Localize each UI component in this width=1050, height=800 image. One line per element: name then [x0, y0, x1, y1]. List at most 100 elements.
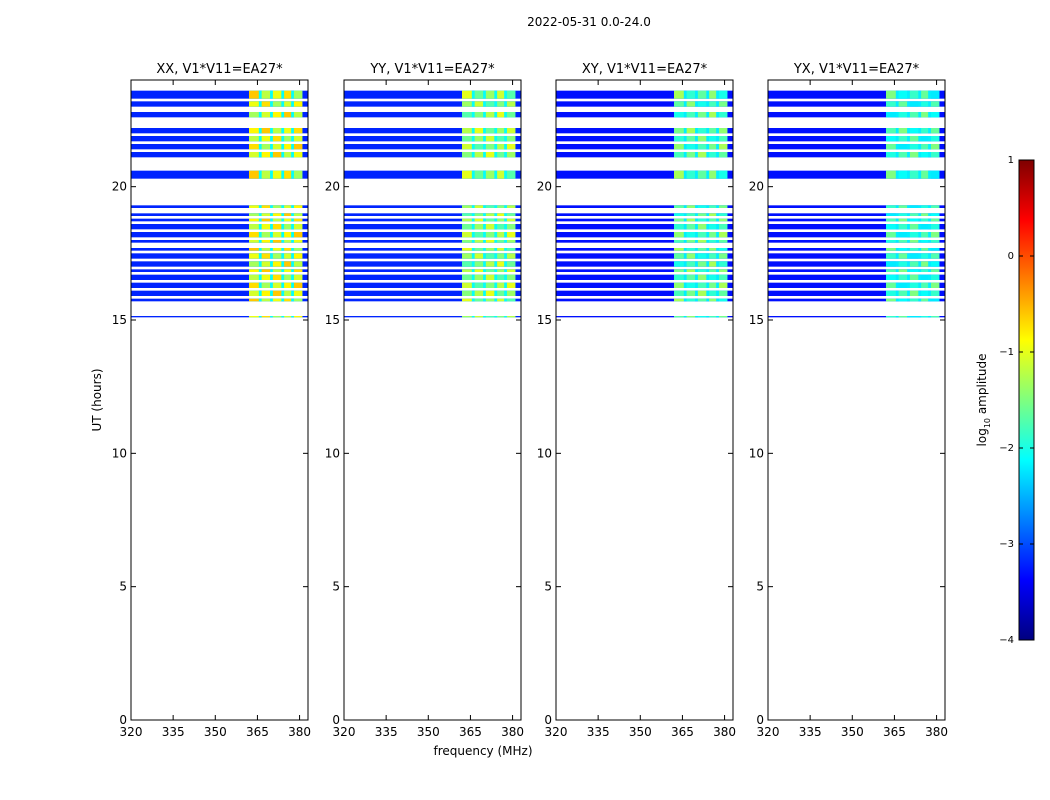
x-tick-label: 335 [799, 725, 822, 739]
heat-cell [709, 298, 717, 302]
heat-cell [898, 112, 908, 118]
heat-cell [462, 240, 472, 243]
heat-cell [718, 298, 728, 302]
heat-cell [284, 261, 292, 267]
heat-cell [930, 205, 940, 208]
colorbar-tick-label: 0 [1008, 251, 1014, 262]
heat-band-low [344, 240, 521, 243]
heat-cell [497, 128, 505, 134]
heat-cell [697, 253, 707, 259]
heat-cell [709, 274, 717, 280]
heat-cell [718, 290, 728, 296]
heat-cell [261, 144, 271, 150]
heat-cell [718, 152, 728, 158]
heat-cell [261, 170, 271, 179]
heat-band-low [131, 170, 308, 179]
heat-cell [474, 316, 484, 318]
heat-cell [249, 261, 259, 267]
heat-cell [697, 112, 707, 118]
heat-cell [674, 170, 684, 179]
y-tick-label: 0 [332, 713, 340, 727]
x-tick-label: 320 [120, 725, 143, 739]
heat-cell [293, 224, 303, 230]
heat-cell [921, 152, 929, 158]
heat-cell [898, 232, 908, 238]
heat-cell [697, 170, 707, 179]
heat-cell [886, 274, 896, 280]
heat-cell [718, 128, 728, 134]
heat-cell [462, 101, 472, 107]
heat-band-low [344, 298, 521, 302]
heat-cell [284, 253, 292, 259]
heat-cell [249, 170, 259, 179]
heat-cell [249, 101, 259, 107]
heat-cell [485, 90, 495, 99]
heat-cell [272, 90, 282, 99]
heat-cell [674, 224, 684, 230]
heat-cell [697, 261, 707, 267]
heat-band-low [556, 144, 733, 150]
heat-cell [898, 282, 908, 288]
heat-cell [886, 290, 896, 296]
heat-cell [898, 170, 908, 179]
heat-cell [718, 282, 728, 288]
heat-cell [272, 269, 282, 272]
heat-band-low [344, 261, 521, 267]
heat-cell [284, 112, 292, 118]
heat-cell [485, 282, 495, 288]
heat-cell [686, 274, 696, 280]
heat-cell [709, 213, 717, 216]
heat-cell [718, 261, 728, 267]
heat-cell [497, 316, 505, 318]
heat-cell [261, 261, 271, 267]
heat-cell [474, 112, 484, 118]
heat-cell [921, 112, 929, 118]
heat-cell [686, 316, 696, 318]
x-tick-label: 335 [162, 725, 185, 739]
heat-cell [686, 253, 696, 259]
panel-frame [555, 79, 734, 721]
heat-cell [474, 213, 484, 216]
heat-band-low [344, 213, 521, 216]
heat-cell [718, 136, 728, 142]
heat-cell [261, 205, 271, 208]
heat-cell [886, 205, 896, 208]
heat-cell [462, 170, 472, 179]
heat-cell [898, 90, 908, 99]
y-tick-label: 10 [537, 446, 552, 460]
heat-cell [718, 112, 728, 118]
y-axis-label: UT (hours) [90, 368, 104, 431]
heat-cell [261, 128, 271, 134]
heat-cell [272, 253, 282, 259]
heat-cell [284, 298, 292, 302]
heat-cell [886, 101, 896, 107]
heat-cell [686, 205, 696, 208]
heat-cell [909, 240, 919, 243]
heat-cell [909, 253, 919, 259]
y-tick-label: 20 [112, 180, 127, 194]
heat-band-low [344, 253, 521, 259]
heat-cell [697, 298, 707, 302]
heat-cell [284, 90, 292, 99]
heat-cell [272, 261, 282, 267]
y-tick-label: 15 [112, 313, 127, 327]
panel-3: YX, V1*V11=EA27* 320 335 350 365 380 0 5 10 15 20 [749, 62, 948, 739]
heat-band-low [344, 205, 521, 208]
heat-cell [709, 282, 717, 288]
heat-cell [474, 240, 484, 243]
heat-cell [249, 290, 259, 296]
heat-band-low [344, 170, 521, 179]
heat-cell [686, 290, 696, 296]
heat-cell [898, 224, 908, 230]
heat-cell [898, 274, 908, 280]
heat-cell [909, 90, 919, 99]
heat-cell [462, 316, 472, 318]
heat-band-low [344, 269, 521, 272]
heat-cell [249, 240, 259, 243]
heat-cell [686, 298, 696, 302]
heat-cell [272, 248, 282, 251]
heat-cell [497, 298, 505, 302]
heat-band-low [344, 282, 521, 288]
heat-band-low [344, 128, 521, 134]
